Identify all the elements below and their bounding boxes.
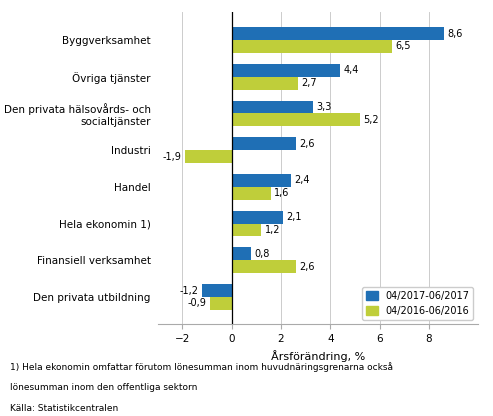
- Text: lönesumman inom den offentliga sektorn: lönesumman inom den offentliga sektorn: [10, 383, 197, 392]
- Text: 1) Hela ekonomin omfattar förutom lönesumman inom huvudnäringsgrenarna också: 1) Hela ekonomin omfattar förutom lönesu…: [10, 362, 393, 372]
- Bar: [232, 40, 392, 53]
- Text: 2,7: 2,7: [301, 78, 317, 88]
- Text: Källa: Statistikcentralen: Källa: Statistikcentralen: [10, 404, 118, 413]
- Text: 0,8: 0,8: [254, 249, 270, 259]
- Text: 1,2: 1,2: [264, 225, 280, 235]
- Text: 4,4: 4,4: [343, 65, 359, 75]
- Bar: [202, 284, 232, 297]
- Bar: [232, 101, 313, 114]
- Text: 2,6: 2,6: [299, 139, 315, 149]
- Bar: [232, 174, 291, 187]
- Bar: [232, 210, 283, 223]
- Bar: [232, 64, 340, 77]
- Text: -0,9: -0,9: [187, 298, 206, 308]
- Bar: [185, 150, 232, 163]
- Bar: [210, 297, 232, 310]
- Text: 2,4: 2,4: [294, 176, 310, 186]
- X-axis label: Årsförändring, %: Årsförändring, %: [271, 350, 365, 362]
- Text: 3,3: 3,3: [317, 102, 332, 112]
- Bar: [232, 187, 271, 200]
- Bar: [232, 260, 296, 273]
- Text: 5,2: 5,2: [363, 115, 379, 125]
- Legend: 04/2017-06/2017, 04/2016-06/2016: 04/2017-06/2017, 04/2016-06/2016: [362, 287, 473, 319]
- Text: 2,1: 2,1: [286, 212, 302, 222]
- Text: 6,5: 6,5: [395, 42, 411, 52]
- Text: 1,6: 1,6: [274, 188, 290, 198]
- Text: 8,6: 8,6: [447, 29, 462, 39]
- Bar: [232, 137, 296, 150]
- Text: -1,2: -1,2: [180, 285, 199, 295]
- Bar: [232, 223, 261, 236]
- Text: -1,9: -1,9: [163, 151, 181, 161]
- Bar: [232, 27, 444, 40]
- Bar: [232, 114, 360, 126]
- Bar: [232, 77, 298, 89]
- Text: 2,6: 2,6: [299, 262, 315, 272]
- Bar: [232, 248, 251, 260]
